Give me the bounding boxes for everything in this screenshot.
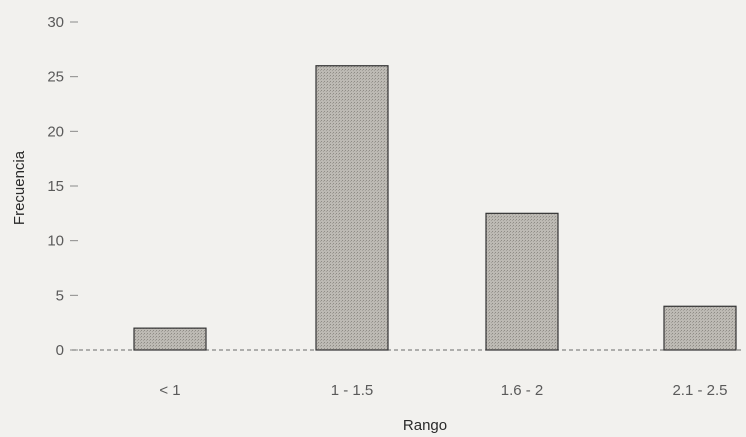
y-tick-label: 5 [56, 287, 64, 304]
y-tick-label: 0 [56, 342, 64, 359]
y-tick-label: 15 [47, 178, 64, 195]
y-tick-label: 10 [47, 233, 64, 250]
y-tick-label: 25 [47, 69, 64, 86]
x-tick-label: 1.6 - 2 [501, 382, 544, 399]
x-tick-label: < 1 [159, 382, 180, 399]
y-tick-label: 20 [47, 123, 64, 140]
bars-group [133, 65, 737, 351]
y-axis: 0 5 10 15 20 25 30 [47, 14, 78, 359]
bar [663, 305, 737, 351]
bar [315, 65, 389, 351]
x-tick-label: 2.1 - 2.5 [672, 382, 727, 399]
x-tick-label: 1 - 1.5 [331, 382, 374, 399]
bar [133, 327, 207, 351]
bar [485, 212, 559, 351]
y-axis-title: Frecuencia [11, 150, 28, 225]
x-axis-title: Rango [403, 417, 447, 434]
x-axis: < 1 1 - 1.5 1.6 - 2 2.1 - 2.5 [159, 382, 727, 399]
y-tick-label: 30 [47, 14, 64, 31]
